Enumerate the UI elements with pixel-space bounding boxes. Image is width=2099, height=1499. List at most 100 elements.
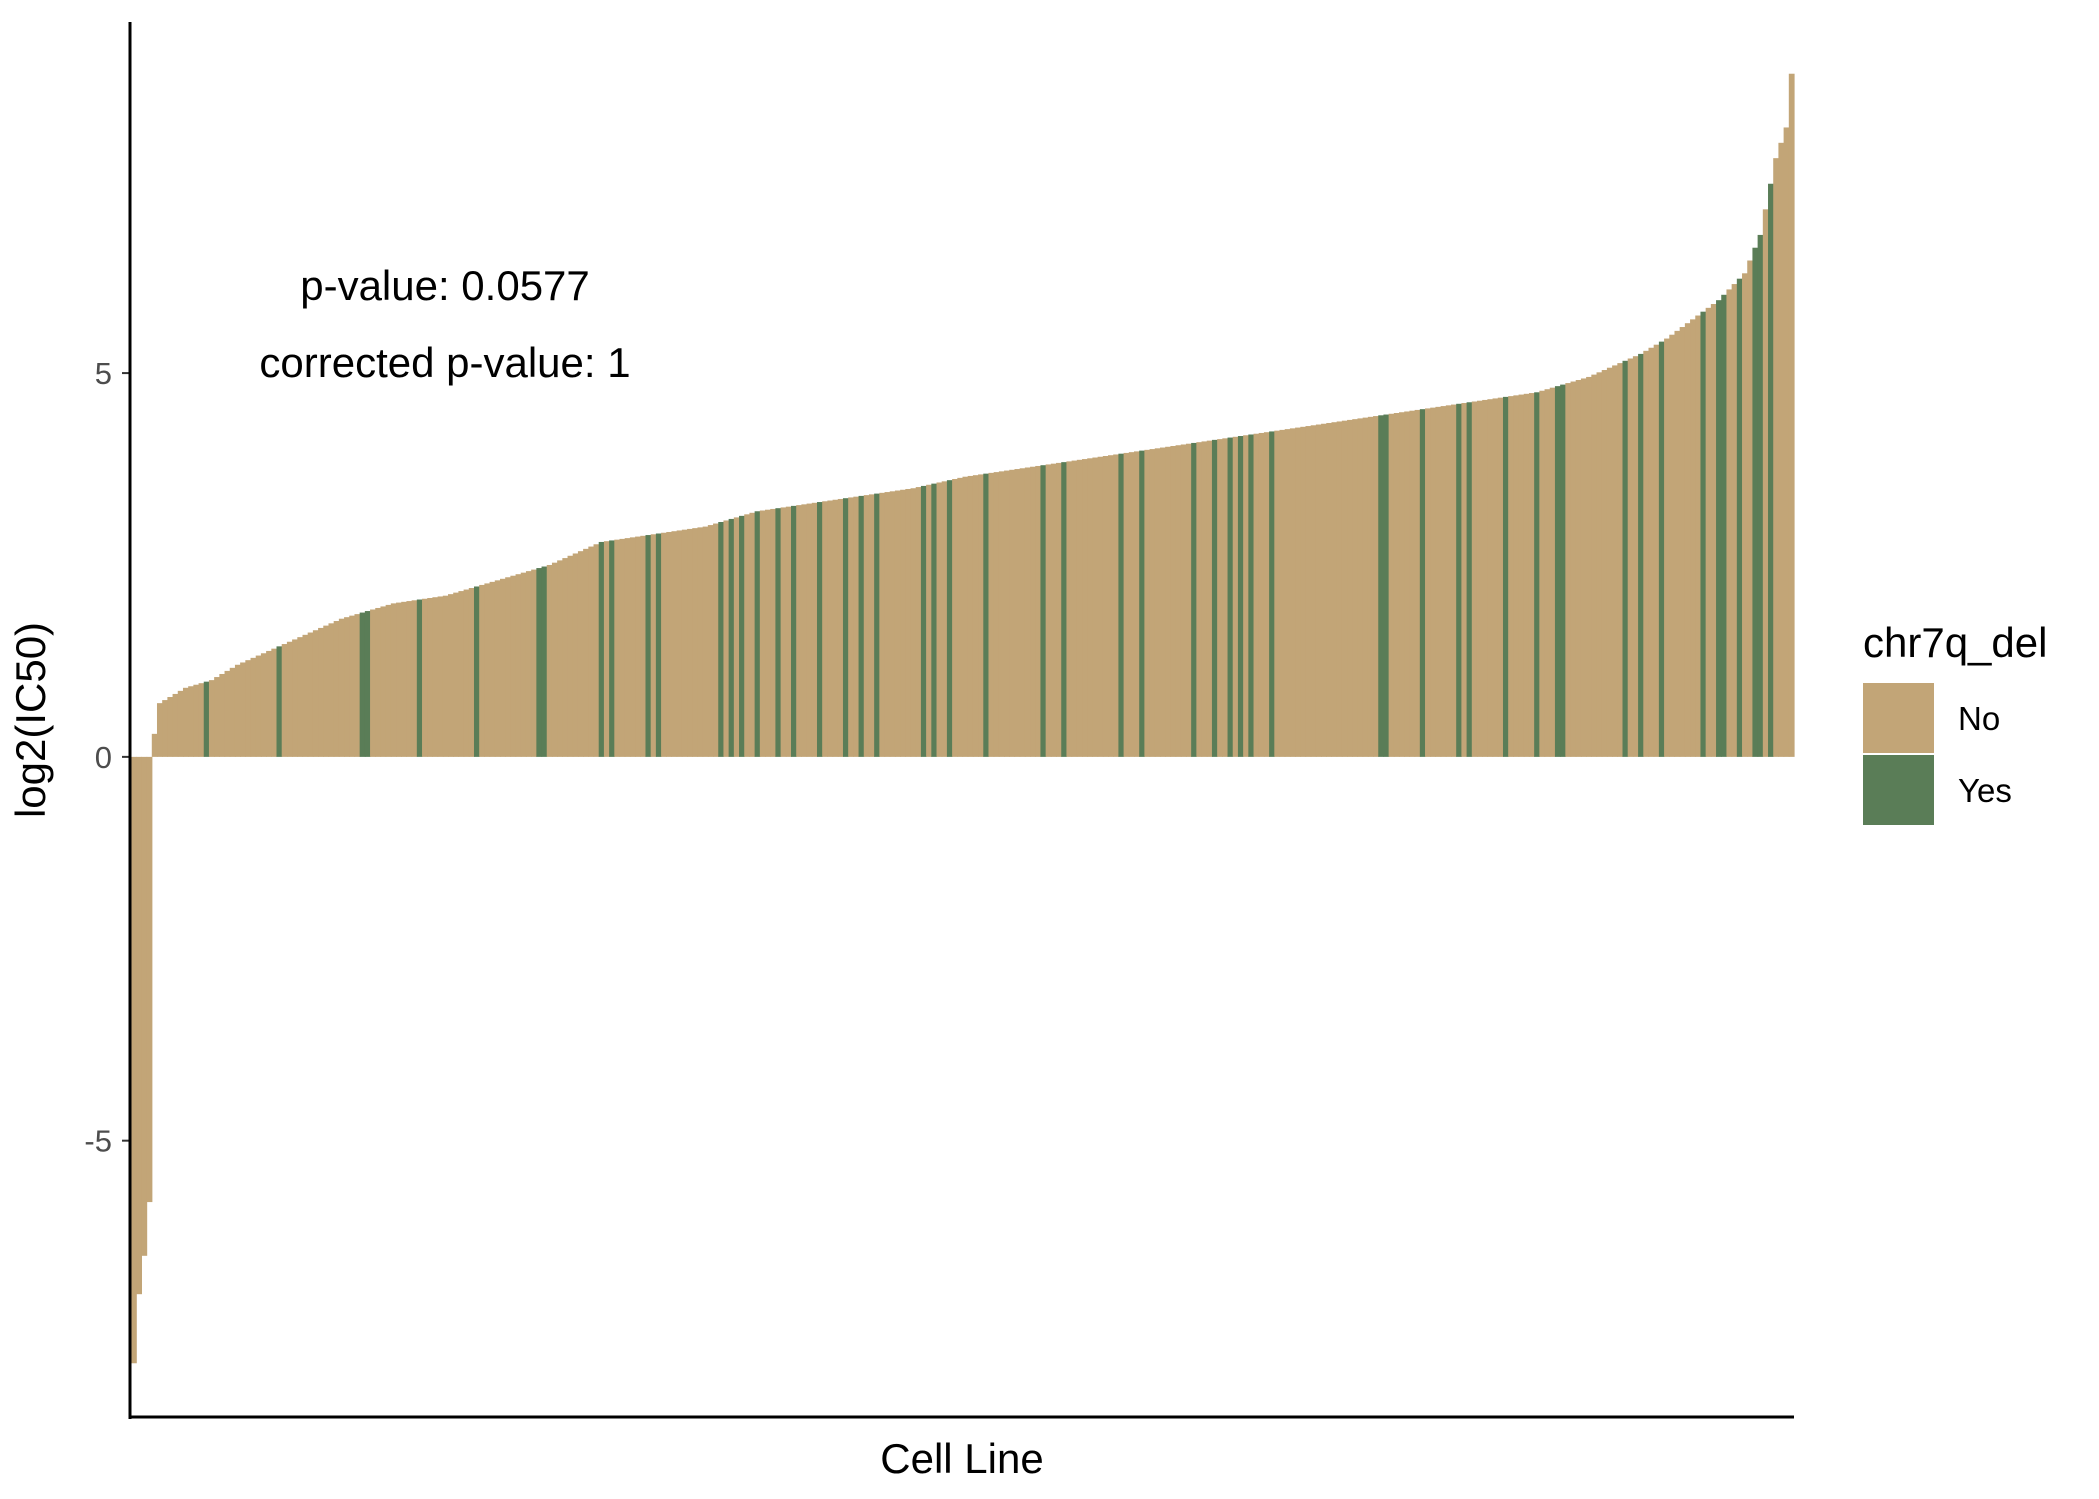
bar bbox=[1425, 408, 1431, 757]
bar bbox=[1383, 414, 1390, 757]
bar bbox=[364, 611, 371, 757]
bar bbox=[1248, 434, 1255, 757]
bar bbox=[1710, 304, 1717, 757]
bar bbox=[998, 471, 1005, 757]
bar bbox=[1232, 436, 1239, 757]
bar bbox=[375, 607, 382, 757]
bar bbox=[910, 488, 917, 757]
y-tick-label: -5 bbox=[84, 1124, 112, 1159]
bar bbox=[707, 525, 714, 757]
bar bbox=[806, 503, 813, 757]
bar bbox=[889, 491, 896, 757]
bar bbox=[1175, 445, 1182, 757]
bar bbox=[188, 686, 194, 757]
bar bbox=[1092, 457, 1099, 757]
bar bbox=[427, 597, 434, 757]
bar bbox=[463, 589, 470, 757]
bar bbox=[214, 677, 220, 757]
bar bbox=[546, 564, 553, 757]
bar bbox=[1035, 465, 1042, 757]
bar bbox=[276, 646, 283, 757]
bar bbox=[1165, 446, 1171, 757]
bar bbox=[193, 684, 200, 757]
bar bbox=[1435, 406, 1442, 757]
bar bbox=[837, 498, 844, 757]
bar bbox=[1502, 396, 1509, 757]
bar bbox=[1736, 278, 1743, 757]
bar bbox=[520, 572, 527, 757]
bar bbox=[884, 492, 891, 757]
bar bbox=[1726, 289, 1733, 757]
bar bbox=[1378, 415, 1385, 757]
bar bbox=[1513, 395, 1520, 757]
bar bbox=[167, 697, 174, 757]
bar bbox=[1669, 334, 1676, 757]
bar bbox=[1263, 432, 1270, 757]
bar bbox=[416, 599, 423, 757]
bar bbox=[1201, 441, 1208, 757]
bar bbox=[1222, 438, 1229, 757]
bar bbox=[458, 591, 465, 757]
bar bbox=[1211, 439, 1218, 757]
bar bbox=[286, 641, 293, 757]
bar bbox=[863, 495, 870, 757]
bar bbox=[842, 498, 849, 757]
bar bbox=[1643, 350, 1650, 757]
bar bbox=[900, 489, 906, 757]
bar bbox=[156, 703, 163, 757]
bar bbox=[229, 667, 236, 757]
bar bbox=[1019, 468, 1026, 757]
bar bbox=[868, 494, 875, 757]
bar bbox=[816, 502, 823, 757]
bar bbox=[577, 551, 584, 757]
bar bbox=[390, 603, 397, 757]
bar bbox=[702, 526, 709, 757]
bar bbox=[744, 514, 751, 757]
bar bbox=[1185, 443, 1192, 757]
bar bbox=[1554, 386, 1561, 757]
bar bbox=[307, 632, 314, 757]
bar bbox=[749, 512, 756, 757]
bar bbox=[411, 600, 418, 757]
bar bbox=[598, 541, 605, 757]
bar bbox=[780, 507, 787, 757]
bar bbox=[1336, 421, 1343, 757]
bar bbox=[1575, 380, 1582, 757]
bar bbox=[302, 634, 309, 757]
bar bbox=[1217, 439, 1223, 757]
bar bbox=[1596, 372, 1603, 757]
bar bbox=[505, 577, 511, 757]
bar bbox=[827, 500, 834, 757]
bar bbox=[442, 595, 449, 757]
bar bbox=[765, 509, 771, 757]
bar bbox=[1638, 353, 1644, 757]
bar bbox=[681, 529, 688, 757]
bar bbox=[333, 621, 340, 757]
bar bbox=[1076, 459, 1083, 757]
bar bbox=[713, 523, 719, 757]
bar bbox=[510, 575, 517, 757]
bar bbox=[941, 481, 948, 757]
bar bbox=[1154, 448, 1161, 757]
bar bbox=[499, 578, 506, 757]
bar bbox=[515, 574, 522, 757]
legend-label-yes: Yes bbox=[1958, 772, 2012, 809]
bar bbox=[396, 602, 402, 757]
bar bbox=[338, 618, 345, 757]
bar bbox=[894, 490, 901, 757]
bar bbox=[1315, 424, 1322, 757]
bar bbox=[645, 535, 652, 757]
bar bbox=[437, 596, 444, 757]
bar bbox=[1586, 376, 1592, 757]
bar bbox=[1097, 456, 1104, 757]
bar bbox=[208, 680, 215, 757]
bar bbox=[1134, 451, 1140, 757]
bar bbox=[666, 531, 673, 757]
bar bbox=[1658, 341, 1665, 757]
bar bbox=[957, 477, 964, 757]
bar bbox=[1071, 460, 1078, 757]
bar bbox=[1570, 381, 1577, 757]
legend-swatch-no bbox=[1863, 683, 1934, 753]
bar bbox=[240, 662, 246, 757]
bar bbox=[1674, 330, 1681, 757]
